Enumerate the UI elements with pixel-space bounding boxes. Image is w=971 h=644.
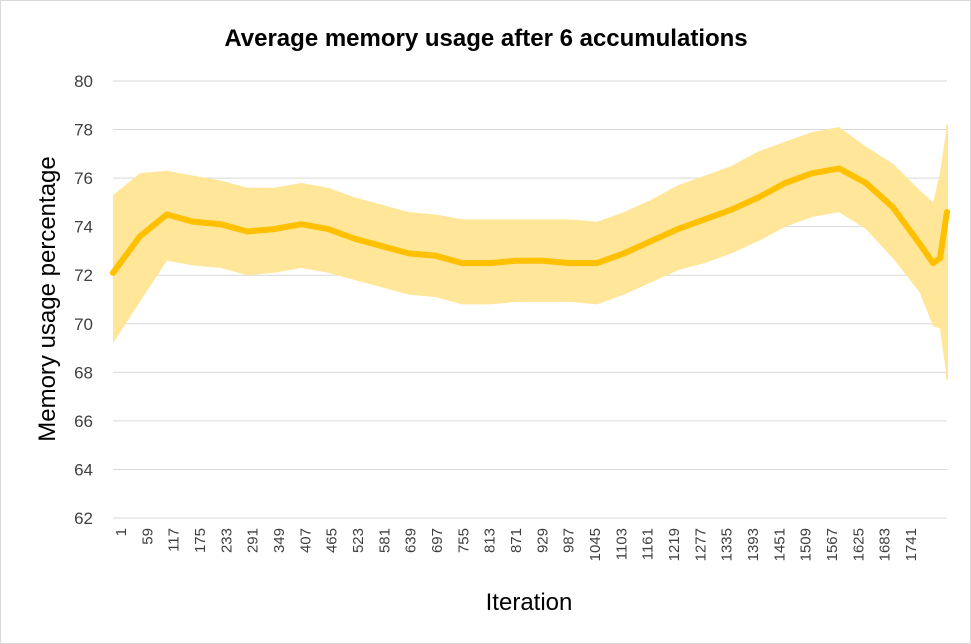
x-tick-label: 1683	[877, 528, 894, 561]
x-tick-label: 871	[508, 528, 525, 553]
y-tick-label: 66	[74, 412, 93, 431]
data-point	[755, 194, 762, 201]
y-tick-label: 62	[74, 509, 93, 528]
x-tick-label: 1045	[587, 528, 604, 561]
x-tick-label: 59	[139, 528, 156, 545]
y-tick-label: 72	[74, 266, 93, 285]
x-tick-label: 233	[218, 528, 235, 553]
x-tick-label: 117	[166, 528, 183, 552]
x-tick-label: 697	[429, 528, 446, 553]
x-tick-label: 1	[113, 528, 130, 536]
data-point	[728, 206, 735, 213]
y-tick-label: 68	[74, 363, 93, 382]
data-point	[110, 269, 116, 276]
x-tick-label: 1741	[903, 528, 920, 561]
data-point	[889, 204, 896, 211]
data-point	[378, 243, 385, 250]
x-tick-label: 1219	[666, 528, 683, 561]
data-point	[593, 260, 600, 267]
y-tick-label: 70	[74, 315, 93, 334]
y-tick-label: 76	[74, 169, 93, 188]
data-point	[862, 179, 869, 186]
x-tick-labels: 1 59 117 175 233 291 349 407 465 523 581 639 697 755 8…	[113, 528, 920, 561]
x-tick-label: 929	[534, 528, 551, 553]
data-point	[217, 221, 224, 228]
x-tick-label: 755	[455, 528, 472, 553]
x-tick-label: 1393	[745, 528, 762, 561]
y-tick-label: 78	[74, 121, 93, 140]
x-tick-label: 813	[482, 528, 499, 553]
data-point	[937, 255, 944, 262]
x-tick-label: 407	[297, 528, 314, 553]
data-point	[809, 170, 816, 177]
data-point	[930, 260, 937, 267]
data-point	[540, 257, 547, 264]
data-point	[163, 211, 170, 218]
x-tick-label: 465	[324, 528, 341, 553]
data-point	[701, 216, 708, 223]
error-band	[113, 124, 948, 380]
x-tick-label: 1509	[798, 528, 815, 561]
data-point	[271, 226, 278, 233]
data-point	[190, 218, 197, 225]
x-tick-label: 1625	[850, 528, 867, 561]
data-point	[916, 240, 923, 247]
error-band-area	[113, 124, 947, 380]
data-point	[620, 250, 627, 257]
data-point	[405, 250, 412, 257]
x-tick-label: 1277	[692, 528, 709, 561]
x-tick-label: 1451	[771, 528, 788, 561]
data-point	[782, 179, 789, 186]
data-point	[459, 260, 466, 267]
data-point	[351, 235, 358, 242]
y-tick-label: 80	[74, 72, 93, 91]
series-line	[110, 165, 950, 276]
x-tick-label: 291	[245, 528, 262, 553]
data-point	[486, 260, 493, 267]
data-point	[136, 233, 143, 240]
data-point	[325, 226, 332, 233]
data-point	[835, 165, 842, 172]
x-tick-label: 1161	[640, 528, 657, 560]
x-tick-label: 1103	[613, 528, 630, 560]
x-axis-label: Iteration	[486, 589, 573, 616]
data-point	[647, 238, 654, 245]
x-tick-label: 639	[403, 528, 420, 553]
x-tick-label: 523	[350, 528, 367, 553]
y-tick-label: 74	[74, 218, 93, 237]
y-axis-label: Memory usage percentage	[34, 156, 61, 442]
x-tick-label: 349	[271, 528, 288, 553]
y-tick-label: 64	[74, 460, 93, 479]
data-point	[567, 260, 574, 267]
x-tick-label: 1335	[719, 528, 736, 561]
data-point	[432, 252, 439, 259]
series-path	[110, 165, 950, 276]
x-tick-label: 987	[561, 528, 578, 553]
x-tick-label: 175	[192, 528, 209, 553]
chart-title: Average memory usage after 6 accumulatio…	[224, 25, 747, 52]
data-point	[298, 221, 305, 228]
data-point	[944, 209, 950, 216]
x-tick-label: 1567	[824, 528, 841, 561]
x-tick-label: 581	[376, 528, 393, 553]
data-point	[244, 228, 251, 235]
data-point	[513, 257, 520, 264]
y-tick-labels: 62 64 66 68 70 72 74 76 78 80	[74, 72, 93, 528]
data-point	[674, 226, 681, 233]
